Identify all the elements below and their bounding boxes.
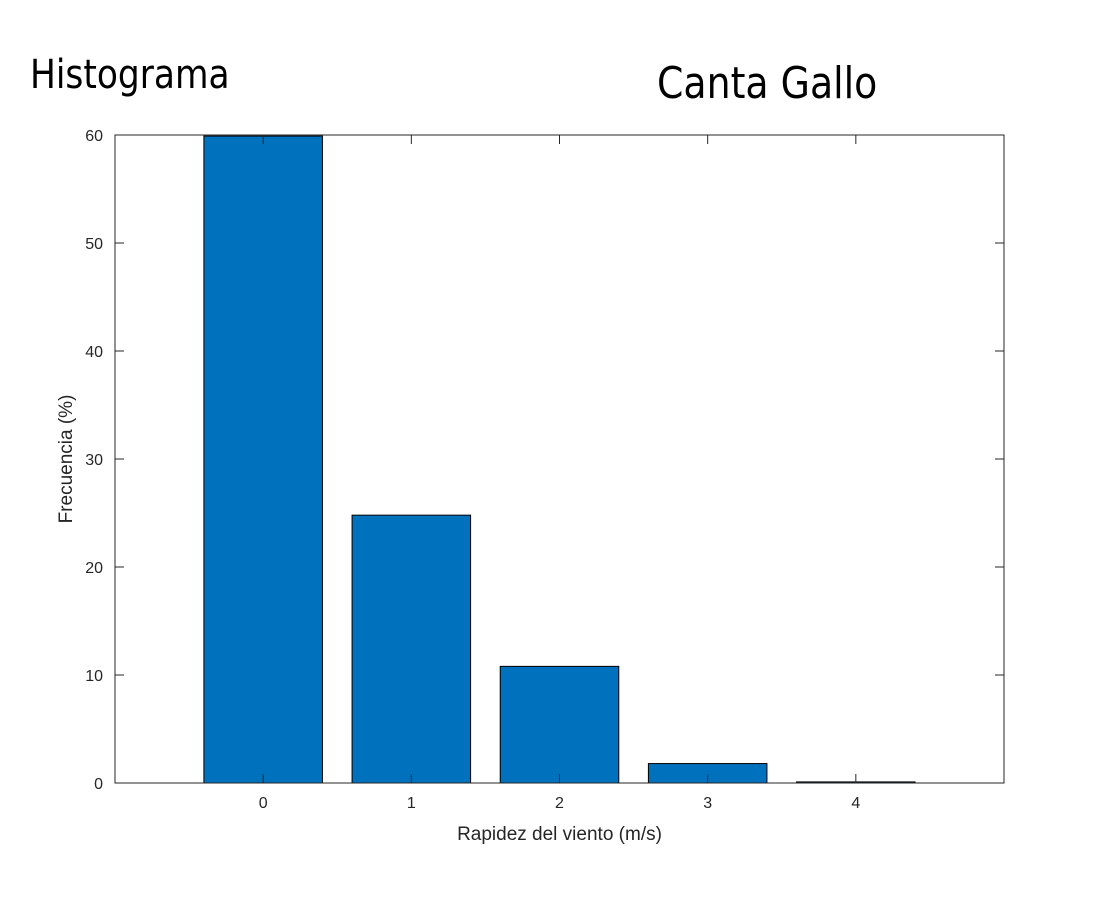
- y-axis-label: Frecuencia (%): [56, 395, 77, 524]
- station-title: Canta Gallo: [657, 58, 878, 109]
- x-tick-label-4: 4: [851, 795, 860, 812]
- y-tick-label-10: 10: [85, 668, 103, 685]
- bar-0: [203, 135, 323, 784]
- bar-1: [351, 514, 472, 784]
- bars-group: [203, 135, 916, 784]
- y-tick-label-20: 20: [85, 560, 103, 577]
- y-tick-label-30: 30: [85, 452, 103, 469]
- histogram-title: Histograma: [30, 52, 230, 98]
- x-tick-label-1: 1: [407, 795, 416, 812]
- x-tick-label-0: 0: [259, 795, 268, 812]
- y-tick-label-40: 40: [85, 344, 103, 361]
- y-tick-labels: 0 10 20 30 40 50 60: [85, 128, 103, 793]
- y-tick-label-0: 0: [94, 776, 103, 793]
- x-tick-label-2: 2: [555, 795, 564, 812]
- x-axis-label: Rapidez del viento (m/s): [457, 824, 662, 845]
- x-tick-label-3: 3: [703, 795, 712, 812]
- y-tick-label-50: 50: [85, 236, 103, 253]
- x-tick-labels: 0 1 2 3 4: [259, 795, 861, 812]
- bar-2: [499, 665, 620, 784]
- axes-box: [114, 134, 1005, 784]
- y-tick-label-60: 60: [85, 128, 103, 145]
